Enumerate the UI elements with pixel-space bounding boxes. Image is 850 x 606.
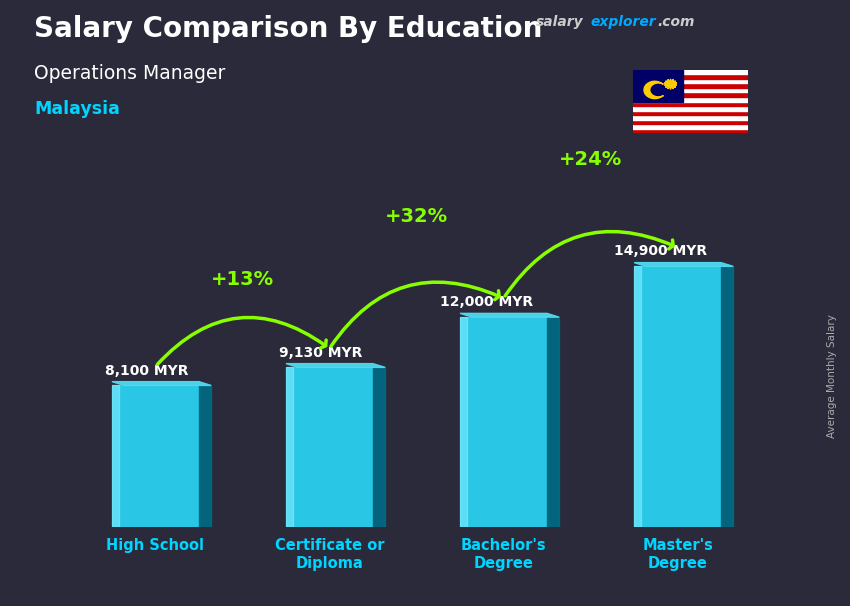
Polygon shape — [286, 367, 293, 527]
FancyBboxPatch shape — [634, 267, 721, 527]
FancyBboxPatch shape — [286, 367, 373, 527]
Text: +13%: +13% — [211, 270, 274, 288]
Polygon shape — [633, 83, 748, 88]
Polygon shape — [633, 70, 748, 74]
Polygon shape — [286, 364, 385, 367]
Text: Malaysia: Malaysia — [34, 100, 120, 118]
Text: .com: .com — [657, 15, 694, 29]
Text: +32%: +32% — [385, 207, 448, 226]
Polygon shape — [633, 106, 748, 110]
Text: 14,900 MYR: 14,900 MYR — [614, 244, 706, 259]
Polygon shape — [199, 385, 211, 527]
Polygon shape — [633, 115, 748, 120]
Polygon shape — [664, 79, 677, 89]
Polygon shape — [633, 101, 748, 106]
Polygon shape — [633, 88, 748, 92]
Text: +24%: +24% — [559, 150, 622, 168]
Polygon shape — [634, 262, 734, 267]
Text: Operations Manager: Operations Manager — [34, 64, 225, 82]
Polygon shape — [547, 317, 559, 527]
Text: 9,130 MYR: 9,130 MYR — [279, 345, 362, 359]
Polygon shape — [644, 81, 663, 99]
Polygon shape — [634, 267, 641, 527]
Polygon shape — [373, 367, 385, 527]
Text: Average Monthly Salary: Average Monthly Salary — [827, 314, 837, 438]
Polygon shape — [633, 79, 748, 83]
Text: 8,100 MYR: 8,100 MYR — [105, 364, 189, 378]
FancyBboxPatch shape — [460, 317, 547, 527]
Polygon shape — [112, 382, 211, 385]
Polygon shape — [633, 97, 748, 101]
Polygon shape — [633, 74, 748, 79]
Polygon shape — [633, 70, 683, 101]
Polygon shape — [633, 120, 748, 124]
Polygon shape — [721, 267, 734, 527]
Text: salary: salary — [536, 15, 583, 29]
Polygon shape — [633, 124, 748, 128]
Polygon shape — [633, 110, 748, 115]
Text: 12,000 MYR: 12,000 MYR — [439, 295, 533, 309]
FancyBboxPatch shape — [112, 385, 199, 527]
Text: explorer: explorer — [591, 15, 656, 29]
Polygon shape — [460, 313, 559, 317]
Polygon shape — [633, 128, 748, 133]
Polygon shape — [460, 317, 467, 527]
Polygon shape — [633, 92, 748, 97]
Polygon shape — [112, 385, 119, 527]
Text: Salary Comparison By Education: Salary Comparison By Education — [34, 15, 542, 43]
